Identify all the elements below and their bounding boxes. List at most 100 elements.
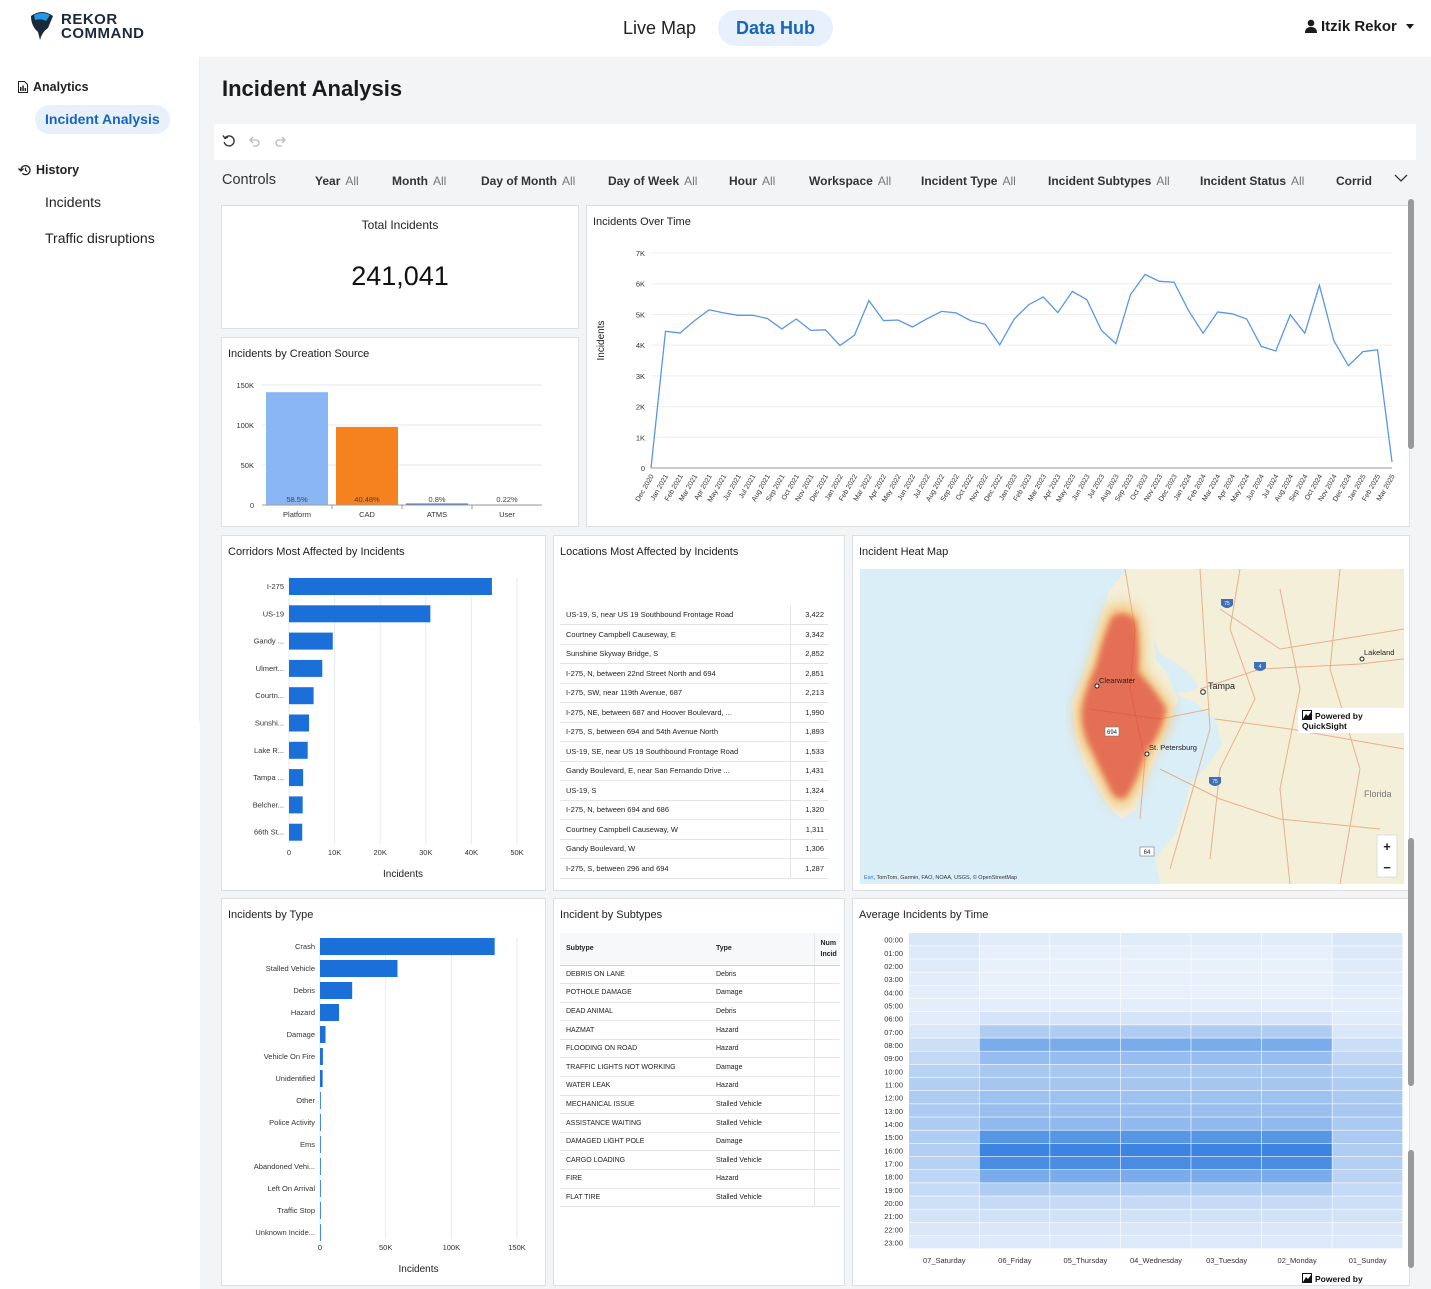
subtypes-col-subtype[interactable]: Subtype <box>560 933 710 966</box>
locations-row[interactable]: I-275, S, between 296 and 694 1,287 <box>560 858 828 879</box>
corridors-bar <box>289 796 303 814</box>
rekor-command-logo[interactable]: REKOR COMMAND <box>28 10 158 44</box>
subtypes-col-type[interactable]: Type <box>710 933 814 966</box>
filter-workspace-name: Workspace <box>809 174 873 188</box>
sidebar-item-incidents[interactable]: Incidents <box>45 194 102 210</box>
types-bar <box>320 1224 321 1241</box>
heatmap-cell <box>1261 998 1332 1012</box>
source-x-tick: User <box>499 510 515 519</box>
heatmap-cell <box>909 933 979 946</box>
filter-incident-type[interactable]: Incident Type All <box>921 174 1016 188</box>
heatmap-cell <box>1191 1143 1262 1157</box>
heatmap-cell <box>1332 1209 1403 1223</box>
scrollbar-thumb-middle[interactable] <box>1408 838 1414 1086</box>
heatmap-cell <box>1120 1183 1191 1196</box>
locations-row[interactable]: US-19, S 1,324 <box>560 780 828 801</box>
sidebar-item-traffic-disruptions[interactable]: Traffic disruptions <box>45 230 155 246</box>
filter-month[interactable]: Month All <box>392 174 446 188</box>
types-x-tick: 100K <box>443 1243 461 1252</box>
nav-live-map[interactable]: Live Map <box>623 18 697 38</box>
filter-year[interactable]: Year All <box>315 174 359 188</box>
subtype-cell: TRAFFIC LIGHTS NOT WORKING <box>560 1057 710 1078</box>
heatmap-row-label: 13:00 <box>884 1107 903 1116</box>
heatmap-cell <box>1261 1117 1332 1130</box>
locations-row[interactable]: Sunshine Skyway Bridge, S 2,852 <box>560 644 828 664</box>
map-zoom-in-button[interactable]: + <box>1383 839 1391 854</box>
locations-row[interactable]: I-275, S, between 694 and 54th Avenue No… <box>560 722 828 742</box>
heatmap-cell <box>1261 1222 1332 1236</box>
heatmap-cell <box>1050 1091 1121 1104</box>
heatmap-cell <box>979 1091 1050 1104</box>
filter-day-of-month[interactable]: Day of Month All <box>481 174 575 188</box>
filter-corridor[interactable]: Corrid <box>1336 174 1372 188</box>
filter-incident-subtypes[interactable]: Incident Subtypes All <box>1048 174 1170 188</box>
subtypes-row[interactable]: FLOODING ON ROAD Hazard <box>560 1039 840 1059</box>
corridors-x-tick: 10K <box>328 848 341 857</box>
filter-workspace[interactable]: Workspace All <box>809 174 891 188</box>
locations-row[interactable]: I-275, NE, between 687 and Hoover Boulev… <box>560 702 828 723</box>
sidebar-item-incident-analysis[interactable]: Incident Analysis <box>35 105 170 134</box>
subtypes-row[interactable]: ASSISTANCE WAITING Stalled Vehicle <box>560 1113 840 1133</box>
types-category-label: Debris <box>293 986 315 995</box>
heatmap-cell <box>1191 1104 1262 1117</box>
heatmap-cell <box>1191 1038 1262 1051</box>
region-label-florida: Florida <box>1364 789 1392 799</box>
heatmap-cell <box>1120 1104 1191 1117</box>
filter-incident-status[interactable]: Incident Status All <box>1200 174 1304 188</box>
subtypes-row[interactable]: TRAFFIC LIGHTS NOT WORKING Damage <box>560 1057 840 1078</box>
expand-controls-icon[interactable] <box>1394 174 1408 183</box>
locations-row[interactable]: I-275, SW, near 119th Avenue, 687 2,213 <box>560 683 828 703</box>
filter-day-of-week[interactable]: Day of Week All <box>608 174 697 188</box>
city-dot-tampa <box>1200 689 1206 695</box>
reset-icon[interactable] <box>222 134 236 148</box>
subtypes-row[interactable]: FIRE Hazard <box>560 1169 840 1189</box>
corridors-category-label: Belcher... <box>253 800 284 809</box>
filter-incident-subtypes-name: Incident Subtypes <box>1048 174 1152 188</box>
types-x-label: Incidents <box>398 1264 438 1275</box>
subtypes-row[interactable]: MECHANICAL ISSUE Stalled Vehicle <box>560 1095 840 1115</box>
subtypes-row[interactable]: CARGO LOADING Stalled Vehicle <box>560 1150 840 1171</box>
locations-row[interactable]: I-275, N, between 22nd Street North and … <box>560 663 828 684</box>
heatmap-cell <box>1332 1143 1403 1157</box>
subtypes-row[interactable]: WATER LEAK Hazard <box>560 1076 840 1096</box>
locations-row[interactable]: Gandy Boulevard, W 1,306 <box>560 839 828 859</box>
subtypes-row[interactable]: POTHOLE DAMAGE Damage <box>560 983 840 1003</box>
redo-icon[interactable] <box>274 134 288 148</box>
sidebar-analytics-label: Analytics <box>33 80 89 94</box>
scrollbar-thumb-top[interactable] <box>1408 199 1414 449</box>
heatmap-cell <box>1050 1156 1121 1170</box>
heatmap-row-label: 18:00 <box>884 1173 903 1182</box>
undo-icon[interactable] <box>247 134 261 148</box>
scrollbar-thumb-bottom[interactable] <box>1408 1150 1414 1268</box>
heatmap-cell <box>1261 1064 1332 1078</box>
types-category-label: Left On Arrival <box>267 1184 315 1193</box>
map-attribution-link[interactable]: Esri <box>864 875 873 881</box>
locations-row[interactable]: US-19, SE, near US 19 Southbound Frontag… <box>560 741 828 762</box>
city-dot-st-petersburg <box>1144 751 1150 757</box>
subtypes-col-num[interactable]: Num Incid <box>813 933 840 966</box>
city-label-clearwater: Clearwater <box>1099 676 1136 685</box>
source-y-tick: 150K <box>236 381 254 390</box>
subtypes-row[interactable]: FLAT TIRE Stalled Vehicle <box>560 1188 840 1208</box>
locations-row[interactable]: US-19, S, near US 19 Southbound Frontage… <box>560 605 828 625</box>
heatmap-cell <box>909 1235 979 1249</box>
subtypes-row[interactable]: HAZMAT Hazard <box>560 1020 840 1040</box>
user-icon <box>1305 19 1317 33</box>
locations-row[interactable]: Courtney Campbell Causeway, W 1,311 <box>560 819 828 840</box>
filter-hour[interactable]: Hour All <box>729 174 775 188</box>
filter-hour-value: All <box>762 174 776 188</box>
heatmap-cell <box>979 946 1050 959</box>
locations-row[interactable]: I-275, N, between 694 and 686 1,320 <box>560 800 828 820</box>
subtypes-row[interactable]: DAMAGED LIGHT POLE Damage <box>560 1132 840 1152</box>
avg-by-time-heatmap: 00:00 01:00 02:00 03:00 04:00 05:00 06:00 07:00… <box>884 933 1403 1265</box>
nav-data-hub[interactable]: Data Hub <box>718 10 834 46</box>
creation-source-chart: 0 50K 100K 150K 58.5% Platform 40.48% CAD 0.8% AT… <box>236 381 542 519</box>
heatmap-cell <box>909 1170 979 1183</box>
locations-row[interactable]: Courtney Campbell Causeway, E 3,342 <box>560 624 828 645</box>
user-menu[interactable]: Itzik Rekor <box>1305 18 1419 35</box>
subtypes-row[interactable]: DEAD ANIMAL Debris <box>560 1002 840 1022</box>
subtypes-row[interactable]: DEBRIS ON LANE Debris <box>560 965 840 985</box>
locations-row[interactable]: Gandy Boulevard, E, near San Fernando Dr… <box>560 761 828 781</box>
creation-source-title: Incidents by Creation Source <box>228 348 370 360</box>
map-zoom-out-button[interactable]: − <box>1383 860 1391 875</box>
